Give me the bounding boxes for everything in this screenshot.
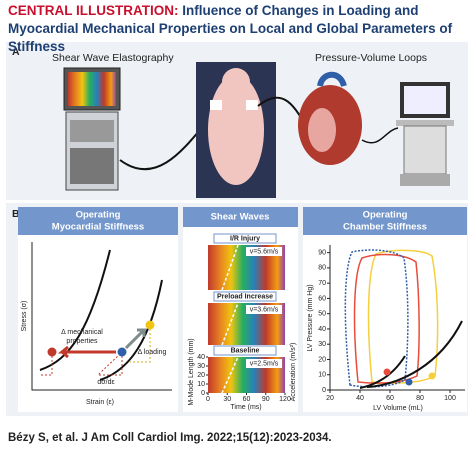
panel-label: B	[12, 208, 20, 220]
annotation: Δ loading	[138, 349, 167, 356]
y-tick-label: 30	[318, 341, 326, 348]
annotation: Δ mechanical	[61, 329, 103, 336]
x-tick-label: 60	[243, 396, 251, 403]
velocity-label: v=5.6m/s	[250, 248, 279, 255]
y-axis-label: LV Pressure (mm Hg)	[307, 284, 314, 351]
y-tick-label: 40	[318, 326, 326, 333]
velocity-box	[246, 305, 282, 314]
point	[428, 372, 436, 380]
y-axis-label: M-Mode Length (mm)	[188, 338, 195, 405]
arrow	[57, 345, 116, 359]
point	[117, 347, 127, 357]
y-tick-label: 20	[197, 372, 205, 379]
annotation: dσ/dε	[97, 379, 114, 386]
ultrasound-machine	[63, 67, 121, 191]
x-tick-label: 60	[386, 395, 394, 402]
y2-axis-label: Acceleration (m/s²)	[290, 343, 297, 402]
velocity-label: v=2.5m/s	[250, 360, 279, 367]
y-tick-label: 10	[197, 381, 205, 388]
wave-line	[221, 244, 239, 291]
subpanel-title: Operating	[76, 210, 121, 221]
header: CENTRAL ILLUSTRATION: Influence of Chang…	[8, 2, 468, 56]
y-tick-label: 20	[318, 356, 326, 363]
subpanel-title: Shear Waves	[211, 212, 270, 223]
heart	[298, 71, 362, 165]
x-tick-label: 30	[223, 396, 231, 403]
x-tick-label: 0	[206, 396, 210, 403]
wave-line	[221, 356, 239, 394]
y-axis-label: Stress (σ)	[21, 301, 28, 332]
pv-loop	[367, 249, 439, 384]
annotation: properties	[66, 338, 98, 345]
panel-title: Pressure-Volume Loops	[315, 52, 427, 64]
subpanel	[303, 207, 467, 412]
y-tick-label: 70	[318, 280, 326, 287]
subpanel-header	[18, 207, 178, 235]
wave-line	[221, 302, 239, 346]
subpanel-title: Operating	[363, 210, 408, 221]
velocity-label: v=3.6m/s	[250, 306, 279, 313]
m-mode-images: I/R Injury v=5.6m/s Preload Increase v=3.6m…	[208, 233, 285, 394]
state-box	[213, 291, 277, 302]
guide	[130, 325, 151, 363]
velocity-box	[246, 247, 282, 256]
x-axis-label: Time (ms)	[230, 404, 261, 411]
point	[145, 320, 155, 330]
pig	[196, 62, 276, 198]
x-tick-label: 20	[326, 395, 334, 402]
y-tick-label: 60	[318, 295, 326, 302]
pv-machine	[396, 82, 454, 186]
axes	[31, 242, 172, 391]
x-axis-label: Strain (ε)	[86, 399, 114, 406]
x-tick-label: 80	[416, 395, 424, 402]
y-tick-label: 30	[197, 363, 205, 370]
point	[47, 347, 57, 357]
x-tick-label: 90	[262, 396, 270, 403]
state-label: Baseline	[231, 347, 260, 354]
y-tick-label: 10	[318, 372, 326, 379]
state-label: I/R Injury	[230, 235, 260, 242]
y-tick-label: 80	[318, 265, 326, 272]
x-axis-label: LV Volume (mL)	[373, 405, 423, 412]
subpanel-title: Myocardial Stiffness	[52, 222, 144, 233]
x-tick-label: 40	[356, 395, 364, 402]
subpanel-header	[183, 207, 298, 227]
x-tick-label: 100	[444, 395, 456, 402]
y-tick-label: 0	[201, 390, 205, 397]
panel-label: A	[12, 46, 20, 58]
subpanel-header	[303, 207, 467, 235]
x-tick-label: 120	[279, 396, 291, 403]
edpvr	[359, 355, 406, 389]
edpvr	[366, 320, 463, 388]
citation: Bézy S, et al. J Am Coll Cardiol Img. 20…	[8, 432, 332, 444]
y-tick-label: 40	[197, 354, 205, 361]
state-box	[213, 345, 277, 356]
state-box	[213, 233, 277, 244]
point	[383, 368, 391, 376]
cable	[361, 127, 399, 144]
y-tick-label: 0	[322, 387, 326, 394]
curve	[39, 249, 111, 371]
curve	[99, 279, 163, 381]
subpanel-title: Chamber Stiffness	[343, 222, 427, 233]
pv-loop	[344, 249, 409, 388]
header-label: CENTRAL ILLUSTRATION:	[8, 3, 179, 18]
y-tick-label: 90	[318, 249, 326, 256]
header-title: Influence of Changes in Loading and Myoc…	[8, 3, 453, 54]
state-label: Preload Increase	[217, 293, 273, 300]
point	[405, 378, 413, 386]
panel-title: Shear Wave Elastography	[52, 52, 174, 64]
arrow	[124, 328, 148, 350]
subpanel	[18, 207, 178, 412]
velocity-box	[246, 359, 282, 368]
y-tick-label: 50	[318, 311, 326, 318]
